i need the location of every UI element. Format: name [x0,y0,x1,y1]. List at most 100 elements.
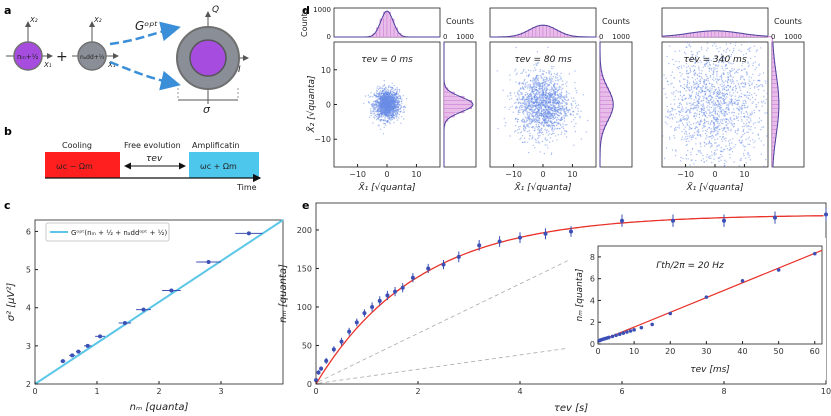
scatter-point [547,84,549,87]
scatter-point [675,89,677,92]
scatter-point [687,115,689,117]
scatter-point [749,140,751,142]
scatter-point [701,48,703,50]
scatter-point [547,83,549,85]
scatter-point [545,83,548,85]
scatter-point [397,109,399,111]
scatter-point [574,100,576,102]
scatter-point [675,113,678,115]
scatter-point [535,76,537,78]
scatter-point [522,88,524,90]
scatter-point [543,124,545,126]
scatter-point [710,91,712,93]
scatter-point [726,96,728,98]
scatter-point [386,105,388,107]
scatter-point [757,79,759,82]
scatter-point [745,96,748,98]
scatter-point [672,93,674,95]
scatter-point [715,126,717,129]
scatter-point [736,80,738,82]
scatter-point [559,97,562,100]
scatter-point [383,126,385,129]
scatter-point [533,88,536,90]
scatter-point [552,97,554,99]
scatter-point [552,80,554,83]
scatter-point [703,107,705,109]
scatter-point [742,144,744,146]
side-hist-bar [771,120,778,126]
scatter-point [680,120,682,122]
scatter-point [552,75,555,78]
scatter-point [534,67,536,69]
scatter-point [690,95,692,98]
scatter-point [528,126,530,128]
scatter-point [706,86,708,88]
scatter-point [714,142,716,144]
panel-a-output-mode: Q I σ [176,5,249,116]
scatter-point [696,101,698,103]
scatter-point [726,89,728,92]
scatter-point [720,96,722,99]
scatter-point [553,73,556,75]
free-evolution-label: Free evolution [124,141,181,150]
scatter-point [763,95,765,98]
scatter-point [378,96,380,98]
scatter-point [666,123,668,125]
scatter-point [734,44,737,46]
scatter-point [390,99,392,101]
scatter-point [745,106,747,109]
scatter-point [535,117,537,119]
scatter-point [719,91,721,93]
scatter-point [535,125,537,128]
scatter-point [684,130,687,133]
scatter-point [565,95,567,97]
scatter-point [556,128,558,130]
scatter-point [551,88,554,90]
scatter-point [566,81,568,83]
scatter-point [717,119,719,121]
scatter-point [389,92,392,95]
scatter-point [565,90,568,93]
scatter-point [694,117,697,120]
scatter-point [534,78,537,80]
scatter-point [754,61,756,63]
scatter-point [728,149,731,151]
scatter-point [363,102,365,105]
scatter-point [703,90,705,93]
scatter-point [553,132,555,135]
scatter-point [731,78,733,81]
scatter-point [540,77,543,79]
scatter-point [685,90,687,92]
scatter-point [551,78,554,80]
scatter-point [548,89,551,91]
scatter-point [709,146,712,148]
scatter-point [710,85,713,87]
scatter-point [522,81,524,84]
scatter-point [751,82,753,84]
top-hist-curve [334,10,440,38]
scatter-point [683,65,685,67]
scatter-point [750,77,753,79]
scatter-point [393,122,395,124]
scatter-point [685,138,687,140]
scatter-point [704,132,707,135]
scatter-point [718,105,721,108]
scatter-point [740,116,742,118]
panel-a-mode-m: X₂ X₁ nₘ+½ [6,16,53,71]
scatter-point [519,125,521,128]
scatter-point [716,71,719,73]
scatter-point [740,106,743,108]
scatter-point [747,138,749,140]
scatter-point [561,80,564,82]
scatter-point [386,114,388,117]
scatter-point [716,78,718,80]
scatter-point [516,118,519,121]
scatter-point [525,104,527,106]
scatter-point [522,102,524,105]
scatter-point [556,114,559,116]
scatter-point [724,96,726,98]
scatter-point [563,97,565,99]
scatter-point [700,76,703,78]
scatter-point [701,87,703,89]
scatter-point [558,127,560,130]
